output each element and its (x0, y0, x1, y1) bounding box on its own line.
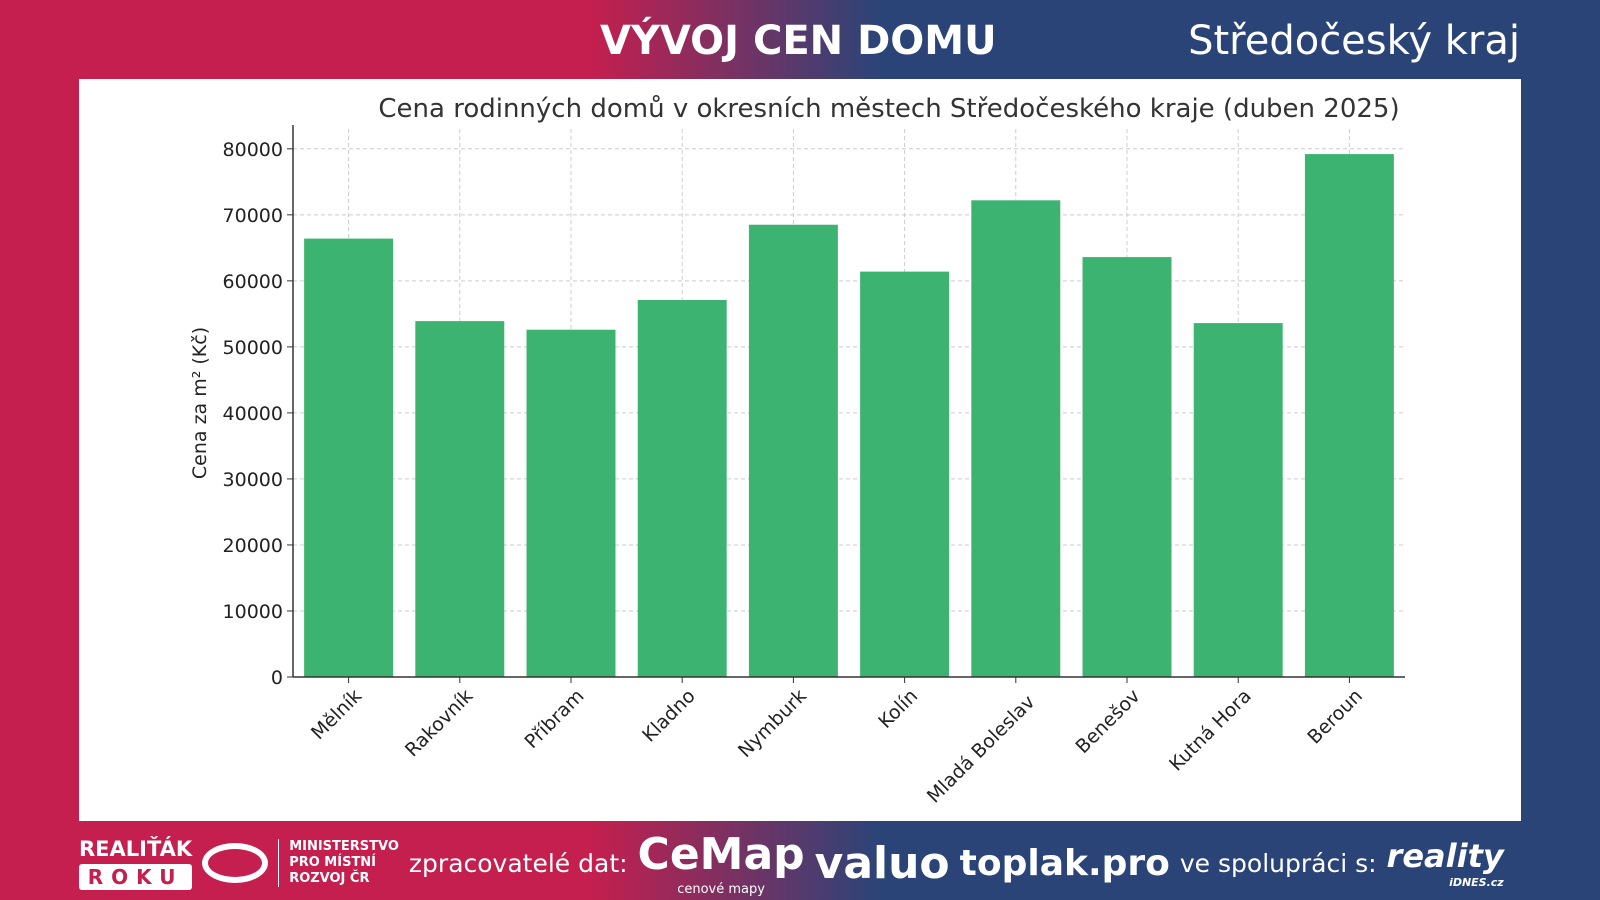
x-tick-label-group: Nymburk (734, 685, 811, 762)
y-tick-label: 0 (271, 667, 283, 689)
x-tick-label: Kutná Hora (1165, 685, 1256, 776)
x-tick-label: Mělník (307, 685, 366, 744)
reality-text: reality (1386, 837, 1504, 875)
x-tick-label-group: Rakovník (401, 685, 477, 761)
realitak-roku-logo: REALIŤÁK ROKU (79, 836, 193, 890)
cemap-text: CeMap (637, 829, 805, 880)
reality-idnes-logo: reality iDNES.cz (1387, 836, 1504, 890)
realitak-text: REALIŤÁK (79, 836, 193, 861)
cemap-subtitle: cenové mapy (677, 882, 765, 897)
bar-rakovník (415, 321, 505, 677)
x-tick-label-group: Kutná Hora (1165, 685, 1256, 776)
bar-benešov (1082, 257, 1172, 677)
reality-subtitle: iDNES.cz (1449, 876, 1504, 889)
region-title: Středočeský kraj (1188, 18, 1520, 64)
bar-chart: Cena rodinných domů v okresních městech … (189, 94, 1405, 808)
roku-text: ROKU (79, 863, 193, 890)
x-tick-label-group: Kolín (874, 685, 922, 733)
x-tick-label-group: Mělník (307, 685, 366, 744)
bar-beroun (1304, 154, 1394, 677)
x-tick-label: Beroun (1303, 685, 1367, 749)
mmr-logo: MINISTERSTVO PRO MÍSTNÍ ROZVOJ ČR (278, 839, 399, 887)
bar-mladá-boleslav (971, 200, 1061, 677)
y-tick-label: 20000 (223, 535, 283, 557)
y-tick-label: 30000 (223, 469, 283, 491)
processors-label: zpracovatelé dat: (408, 848, 628, 878)
x-tick-label: Rakovník (401, 685, 477, 761)
y-tick-label: 40000 (223, 403, 283, 425)
x-tick-label: Nymburk (734, 685, 811, 762)
x-tick-label-group: Příbram (520, 685, 588, 753)
page-title: VÝVOJ CEN DOMU (600, 18, 997, 64)
y-tick-label: 80000 (223, 139, 283, 161)
x-tick-label-group: Kladno (638, 685, 700, 747)
x-tick-label: Benešov (1072, 685, 1145, 758)
mmr-line: ROZVOJ ČR (289, 871, 370, 886)
y-tick-label: 70000 (223, 205, 283, 227)
bar-kolín (860, 271, 950, 677)
bar-kutná-hora (1193, 323, 1283, 677)
mmr-line: MINISTERSTVO (289, 839, 399, 854)
bar-příbram (526, 329, 616, 677)
mmr-line: PRO MÍSTNÍ (289, 855, 377, 870)
x-tick-label: Kolín (874, 685, 922, 733)
x-tick-label: Kladno (638, 685, 700, 747)
y-axis-label: Cena za m² (Kč) (189, 327, 211, 479)
chart-title: Cena rodinných domů v okresních městech … (378, 94, 1399, 124)
mmr-emblem-icon (202, 843, 269, 883)
y-tick-label: 10000 (223, 601, 283, 623)
valuo-logo: valuo (814, 837, 950, 889)
footer: REALIŤÁK ROKU MINISTERSTVO PRO MÍSTNÍ RO… (79, 826, 1521, 900)
x-tick-label: Mladá Boleslav (923, 691, 1040, 808)
bar-kladno (637, 300, 727, 677)
y-tick-label: 60000 (223, 271, 283, 293)
toplak-logo: toplak.pro (959, 842, 1170, 884)
cooperation-label: ve spolupráci s: (1179, 848, 1377, 878)
bar-mělník (304, 238, 394, 677)
cemap-logo: CeMap cenové mapy (638, 828, 805, 898)
x-tick-label-group: Benešov (1072, 685, 1145, 758)
chart-panel: Cena rodinných domů v okresních městech … (79, 79, 1521, 821)
x-tick-label: Příbram (520, 685, 588, 753)
bar-nymburk (748, 224, 838, 678)
x-tick-label-group: Mladá Boleslav (923, 691, 1040, 808)
x-tick-label-group: Beroun (1303, 685, 1367, 749)
y-tick-label: 50000 (223, 337, 283, 359)
